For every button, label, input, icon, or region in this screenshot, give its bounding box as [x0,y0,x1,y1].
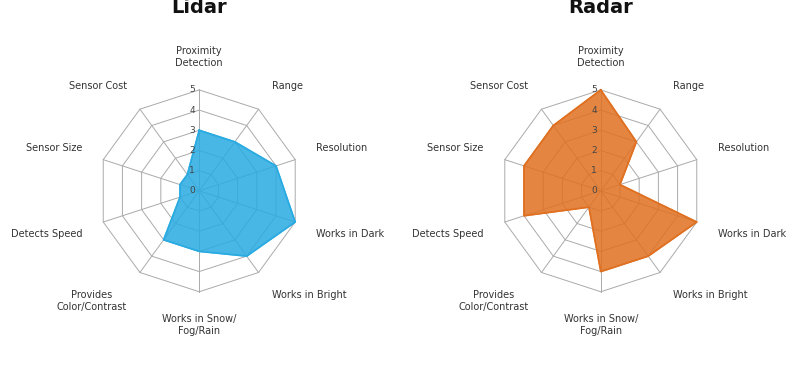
Text: Provides
Color/Contrast: Provides Color/Contrast [57,290,127,312]
Polygon shape [164,130,295,256]
Text: Works in Dark: Works in Dark [316,229,385,239]
Text: Works in Bright: Works in Bright [673,290,748,301]
Text: Range: Range [271,81,302,91]
Text: Provides
Color/Contrast: Provides Color/Contrast [458,290,529,312]
Text: Sensor Cost: Sensor Cost [69,81,127,91]
Text: Resolution: Resolution [316,143,367,153]
Text: 4: 4 [190,106,195,115]
Text: Works in Bright: Works in Bright [271,290,346,301]
Text: Proximity
Detection: Proximity Detection [175,46,223,68]
Text: 0: 0 [190,186,195,195]
Title: Radar: Radar [569,0,633,17]
Text: Works in Dark: Works in Dark [718,229,786,239]
Text: 1: 1 [190,166,195,175]
Text: Detects Speed: Detects Speed [412,229,484,239]
Text: 3: 3 [190,126,195,135]
Text: 1: 1 [591,166,597,175]
Text: 2: 2 [190,146,195,155]
Text: 3: 3 [591,126,597,135]
Text: 4: 4 [591,106,597,115]
Text: Range: Range [673,81,704,91]
Text: Proximity
Detection: Proximity Detection [577,46,625,68]
Text: Sensor Size: Sensor Size [26,143,82,153]
Text: 2: 2 [591,146,597,155]
Text: Resolution: Resolution [718,143,769,153]
Text: Sensor Cost: Sensor Cost [470,81,529,91]
Text: Works in Snow/
Fog/Rain: Works in Snow/ Fog/Rain [563,314,638,335]
Text: 0: 0 [591,186,597,195]
Text: Works in Snow/
Fog/Rain: Works in Snow/ Fog/Rain [162,314,237,335]
Text: 5: 5 [591,86,597,94]
Title: Lidar: Lidar [171,0,227,17]
Text: Detects Speed: Detects Speed [10,229,82,239]
Text: Sensor Size: Sensor Size [427,143,484,153]
Polygon shape [524,90,697,272]
Text: 5: 5 [190,86,195,94]
